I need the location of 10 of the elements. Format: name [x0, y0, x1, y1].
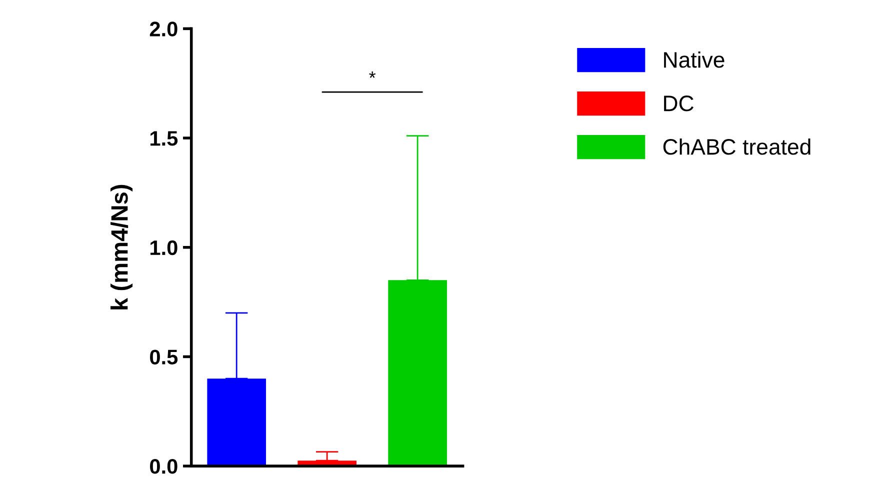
y-tick-label: 1.5: [150, 131, 178, 146]
y-tick-label: 0.5: [150, 350, 178, 364]
y-axis-title: k (mm4/Ns): [110, 184, 133, 310]
annotation: *: [369, 72, 376, 78]
legend-label: DC: [664, 96, 694, 112]
y-tick-label: 0.0: [150, 459, 178, 474]
y-tick-label: 1.0: [150, 240, 178, 256]
y-tick-label: 2.0: [150, 22, 178, 36]
legend-label: ChABC treated: [663, 138, 810, 155]
legend-label: Native: [664, 51, 724, 68]
